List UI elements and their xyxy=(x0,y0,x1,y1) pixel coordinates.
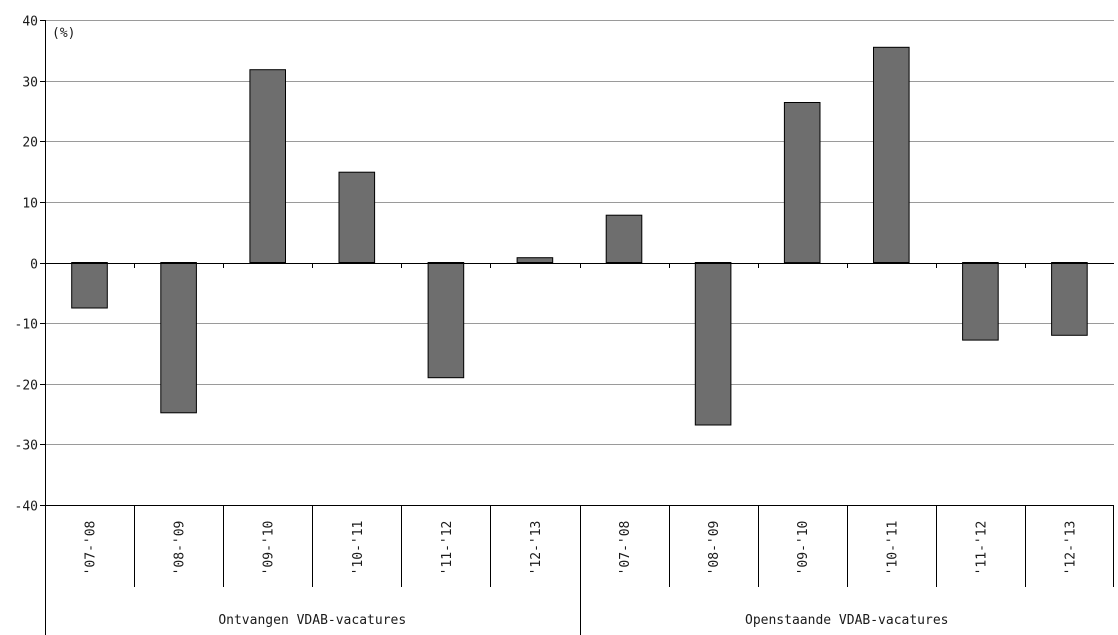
y-tick-label: 30 xyxy=(22,76,38,91)
axes xyxy=(40,20,1114,635)
bar xyxy=(783,102,821,264)
bar xyxy=(249,69,286,263)
category-label: '12-'13 xyxy=(1063,521,1078,576)
gridlines xyxy=(45,20,1114,506)
bar xyxy=(160,262,197,414)
y-tick-labels: 40 30 20 10 0 -10 -20 -30 -40 xyxy=(15,15,38,515)
category-label: '09-'10 xyxy=(796,521,811,576)
category-label: '10-'11 xyxy=(885,521,900,576)
bar xyxy=(962,262,999,341)
bar xyxy=(338,171,376,263)
y-tick-label: -30 xyxy=(15,439,38,454)
category-label: '10-'11 xyxy=(351,521,366,576)
y-tick-label: -40 xyxy=(15,500,38,515)
category-label: '08-'09 xyxy=(707,521,722,576)
category-labels: '07-'08 '08-'09 '09-'10 '10-'11 '11-'12 '12-'… xyxy=(84,521,1079,576)
unit-label: (%) xyxy=(52,26,75,41)
group-label: Openstaande VDAB-vacatures xyxy=(745,613,949,628)
bar xyxy=(694,262,732,426)
bar xyxy=(605,214,643,263)
y-tick-label: 40 xyxy=(22,15,38,30)
category-label: '11-'12 xyxy=(974,521,989,576)
y-tick-label: 10 xyxy=(22,197,38,212)
bars xyxy=(71,46,1088,426)
category-label: '09-'10 xyxy=(262,521,277,576)
y-tick-label: 20 xyxy=(22,136,38,151)
category-label: '07-'08 xyxy=(618,521,633,576)
bar xyxy=(516,257,554,264)
bar xyxy=(1051,262,1088,336)
y-tick-label: -10 xyxy=(15,318,38,333)
y-tick-label: 0 xyxy=(30,258,38,273)
category-label: '08-'09 xyxy=(173,521,188,576)
group-label: Ontvangen VDAB-vacatures xyxy=(218,613,406,628)
category-label: '12-'13 xyxy=(529,521,544,576)
bar xyxy=(427,262,465,379)
bar xyxy=(71,262,108,309)
bar xyxy=(873,46,910,263)
group-labels: Ontvangen VDAB-vacatures Openstaande VDAB… xyxy=(218,613,948,628)
y-tick-label: -20 xyxy=(15,379,38,394)
category-label: '11-'12 xyxy=(440,521,455,576)
category-label: '07-'08 xyxy=(84,521,99,576)
